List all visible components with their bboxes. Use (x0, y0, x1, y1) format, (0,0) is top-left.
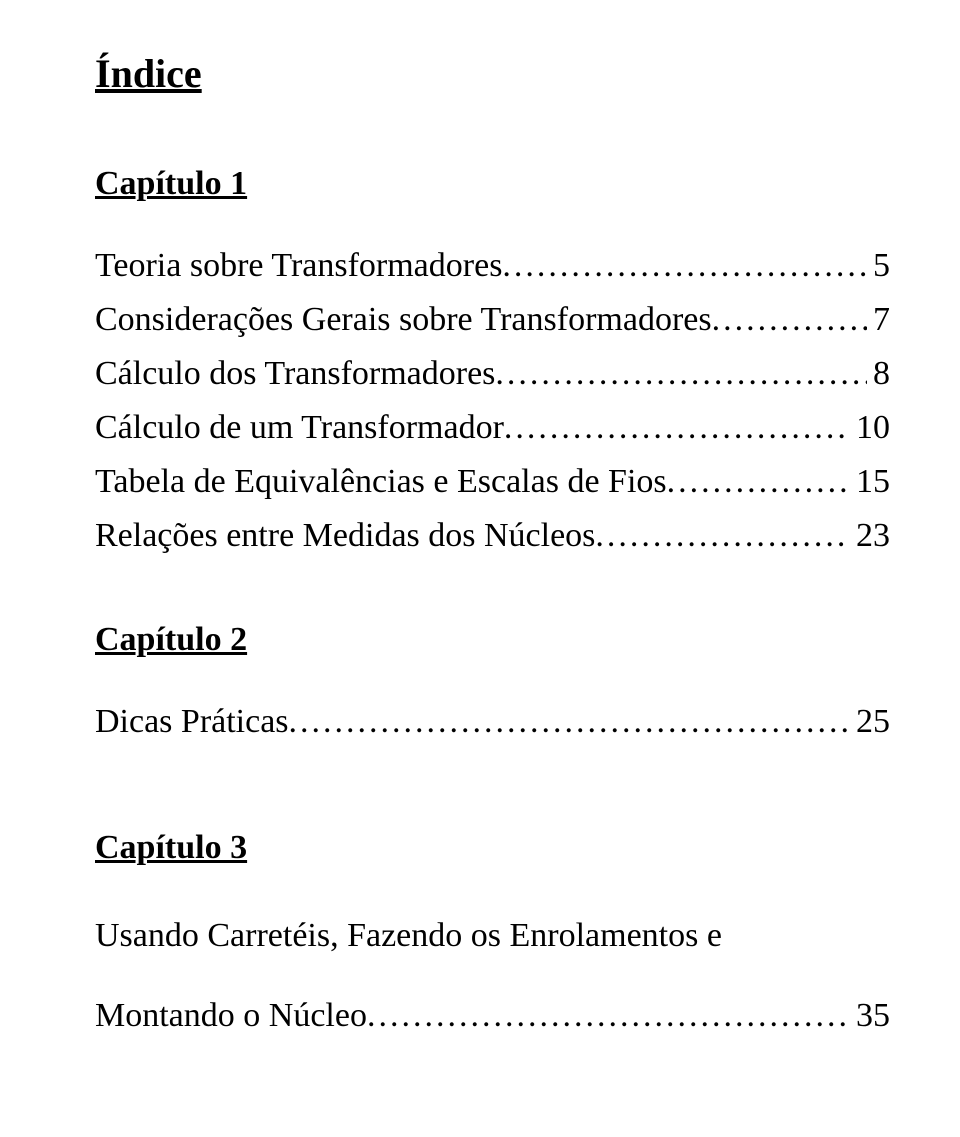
toc-dot-leader (504, 411, 850, 445)
toc-dot-leader (712, 303, 867, 337)
toc-entry: Teoria sobre Transformadores 5 (95, 249, 890, 283)
toc-entry-label: Dicas Práticas (95, 705, 289, 739)
toc-entry-page: 7 (867, 303, 890, 337)
toc-entry-page: 23 (850, 519, 890, 553)
toc-entry-label: Teoria sobre Transformadores (95, 249, 502, 283)
toc-entry-label: Tabela de Equivalências e Escalas de Fio… (95, 465, 667, 499)
toc-entry-label-line1: Usando Carretéis, Fazendo os Enrolamento… (95, 913, 890, 959)
toc-entry: Dicas Práticas 25 (95, 705, 890, 739)
toc-entry: Cálculo de um Transformador 10 (95, 411, 890, 445)
toc-entry-page: 10 (850, 411, 890, 445)
toc-entry: Usando Carretéis, Fazendo os Enrolamento… (95, 913, 890, 1039)
toc-dot-leader (289, 705, 850, 739)
page-title: Índice (95, 50, 890, 97)
toc-dot-leader (367, 993, 850, 1039)
toc-dot-leader (595, 519, 850, 553)
toc-dot-leader (495, 357, 867, 391)
toc-entry: Tabela de Equivalências e Escalas de Fio… (95, 465, 890, 499)
toc-entry: Cálculo dos Transformadores 8 (95, 357, 890, 391)
toc-entry-label: Considerações Gerais sobre Transformador… (95, 303, 712, 337)
toc-entry-label-line2: Montando o Núcleo (95, 993, 367, 1039)
toc-dot-leader (667, 465, 850, 499)
chapter-2-heading: Capítulo 2 (95, 621, 890, 659)
toc-entry-page: 35 (850, 993, 890, 1039)
toc-entry: Considerações Gerais sobre Transformador… (95, 303, 890, 337)
chapter-1-heading: Capítulo 1 (95, 165, 890, 203)
toc-entry-page: 15 (850, 465, 890, 499)
toc-entry-page: 5 (867, 249, 890, 283)
toc-entry-page: 8 (867, 357, 890, 391)
toc-entry-label: Cálculo dos Transformadores (95, 357, 495, 391)
toc-entry-label: Cálculo de um Transformador (95, 411, 504, 445)
chapter-3-heading: Capítulo 3 (95, 829, 890, 867)
toc-entry: Relações entre Medidas dos Núcleos 23 (95, 519, 890, 553)
toc-dot-leader (502, 249, 867, 283)
toc-entry-label: Relações entre Medidas dos Núcleos (95, 519, 595, 553)
toc-entry-page: 25 (850, 705, 890, 739)
